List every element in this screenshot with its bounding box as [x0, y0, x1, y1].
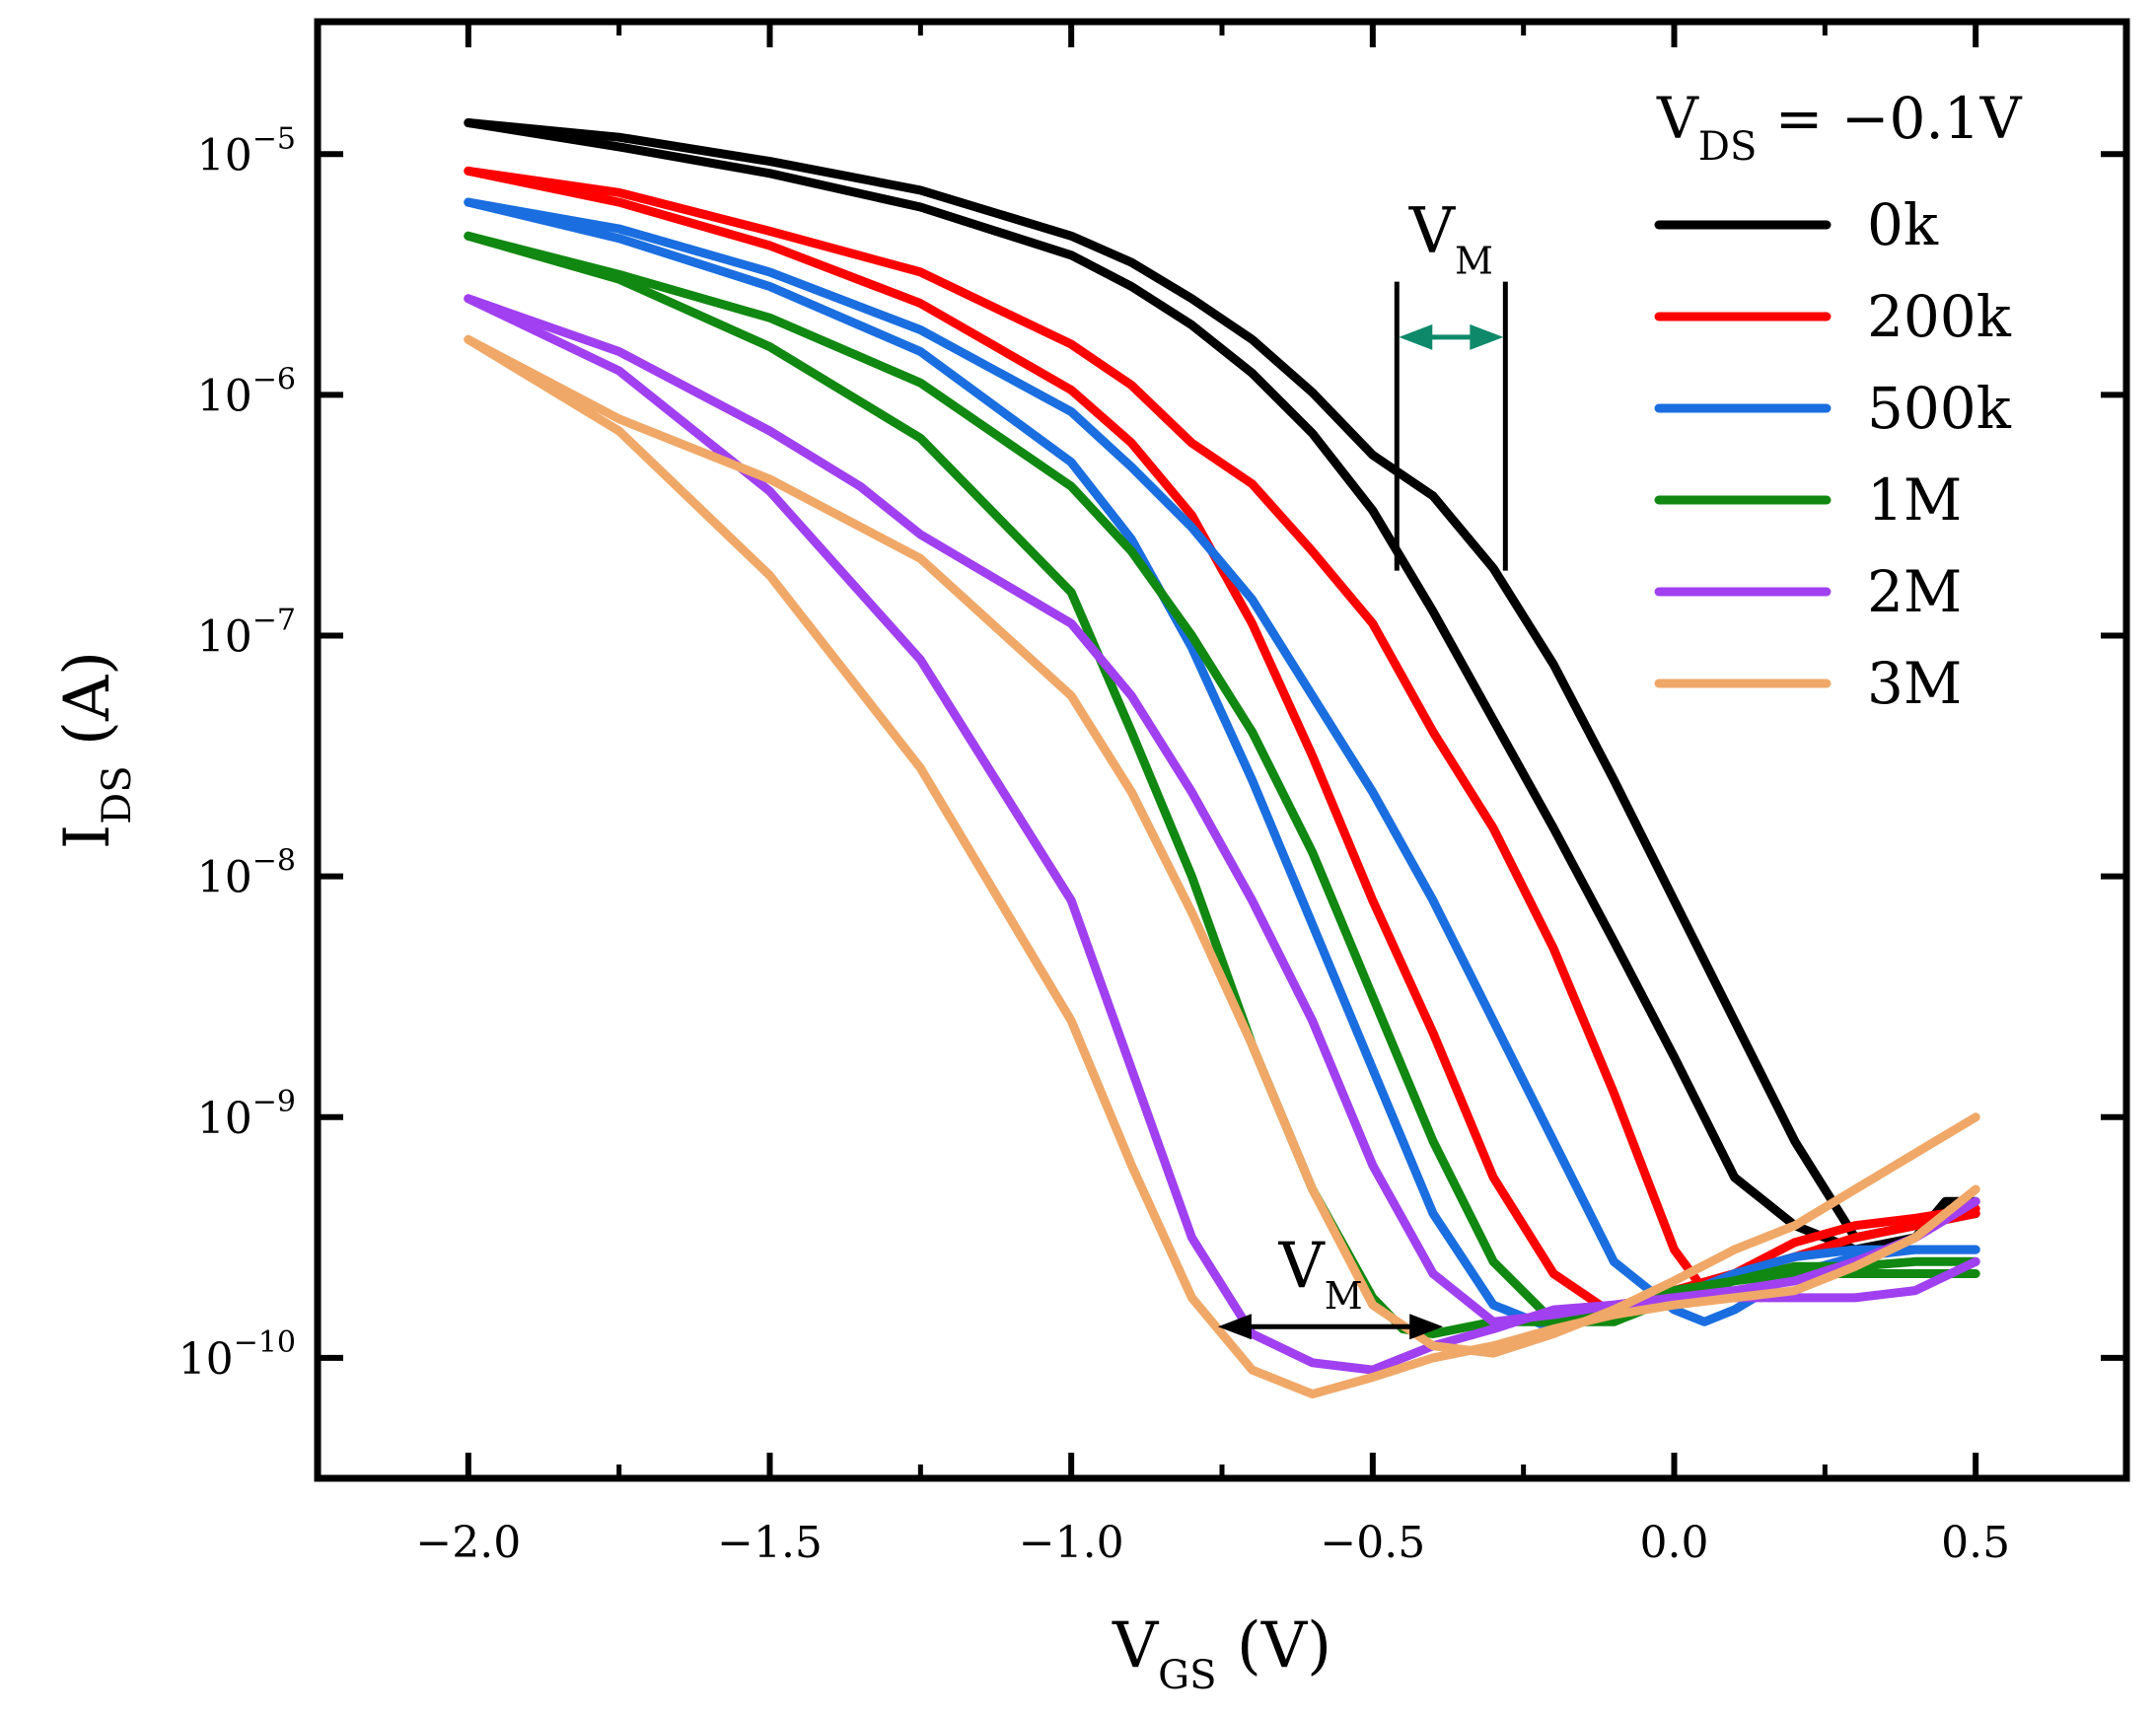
legend-header: VDS = −0.1V: [1656, 85, 2023, 170]
axes: −2.0 −1.5 −1.0 −0.5 0.0 0.5 10−5 10−6 10−7 10−8 10…: [51, 18, 2130, 1698]
plot-area: VM VM: [464, 118, 1980, 1399]
legend-label: 3M: [1867, 650, 1962, 717]
series-line-500k-reverse: [464, 197, 1980, 1326]
series-line-3m-forward: [464, 334, 1980, 1399]
y-axis-title: IDS (A): [51, 651, 140, 849]
vm-arrow-head-left: [1399, 323, 1433, 350]
y-tick-label: 10−9: [197, 1085, 296, 1144]
x-tick-label: −1.0: [1019, 1518, 1124, 1568]
x-tick-label: 0.5: [1941, 1518, 2010, 1568]
series-line-200k-forward: [464, 166, 1980, 1320]
x-tick-label: −2.0: [415, 1518, 521, 1568]
legend-label: 2M: [1867, 558, 1962, 625]
legend-label: 0k: [1867, 191, 1939, 258]
y-tick-label: 10−6: [197, 362, 296, 421]
y-tick-label: 10−10: [179, 1325, 296, 1385]
legend: VDS = −0.1V 0k 200k 500k 1M 2M 3M: [1654, 85, 2023, 717]
series-line-2m-forward: [464, 294, 1980, 1375]
x-tick-label: −0.5: [1320, 1518, 1425, 1568]
legend-entry-2m: 2M: [1654, 558, 1962, 625]
y-tick-label: 10−5: [197, 121, 296, 180]
series-line-200k-reverse: [464, 166, 1980, 1296]
series-line-500k-forward: [464, 197, 1980, 1334]
vm-annotation-2: VM: [1217, 1230, 1444, 1340]
vm-arrow-head-right: [1409, 1314, 1444, 1340]
x-axis-title: VGS (V): [1112, 1609, 1331, 1698]
vm-annotation-1: VM: [1394, 195, 1508, 571]
legend-entry-200k: 200k: [1654, 283, 2012, 350]
legend-entry-3m: 3M: [1654, 650, 1962, 717]
y-tick-label: 10−7: [197, 604, 296, 663]
x-tick-label: 0.0: [1640, 1518, 1709, 1568]
legend-label: 200k: [1867, 283, 2012, 350]
vm-label-lower: VM: [1277, 1230, 1362, 1318]
x-tick-label: −1.5: [717, 1518, 823, 1568]
legend-label: 1M: [1867, 466, 1962, 534]
series-line-1m-reverse: [464, 231, 1980, 1326]
series-line-1m-forward: [464, 231, 1980, 1338]
legend-entry-500k: 500k: [1654, 375, 2012, 442]
y-tick-label: 10−8: [197, 844, 296, 903]
legend-label: 500k: [1867, 375, 2012, 442]
series-line-0k-reverse: [464, 118, 1980, 1243]
vm-label-upper: VM: [1408, 195, 1493, 283]
legend-entry-1m: 1M: [1654, 466, 1962, 534]
vm-arrow-head-left: [1217, 1314, 1252, 1340]
series-line-2m-reverse: [464, 294, 1980, 1326]
legend-entry-0k: 0k: [1654, 191, 1939, 258]
vm-arrow-head-right: [1470, 323, 1504, 350]
